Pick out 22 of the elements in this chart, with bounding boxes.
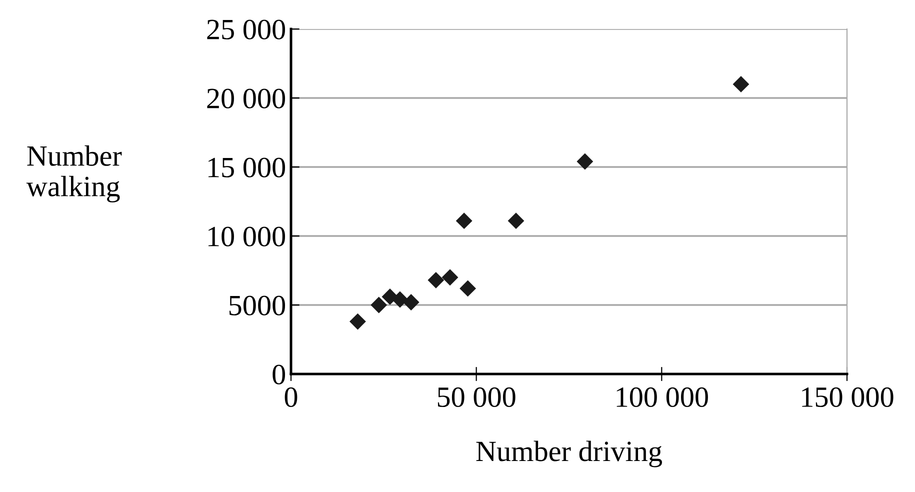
x-tick-label: 50 000 — [438, 387, 516, 408]
y-tick-label: 20 000 — [207, 88, 286, 108]
point — [402, 294, 420, 310]
point — [392, 291, 408, 308]
point — [456, 212, 472, 230]
y-tick-label: 15 000 — [208, 158, 286, 178]
point — [350, 313, 366, 330]
x-tick-label: 100 000 — [616, 387, 708, 408]
y-tick-label: 10 000 — [208, 226, 286, 246]
point — [732, 76, 750, 92]
y-tick-label: 25 000 — [207, 20, 286, 40]
x-axis-title: Number driving — [476, 440, 662, 468]
point — [370, 296, 388, 314]
point — [508, 212, 524, 230]
point — [460, 280, 476, 297]
y-axis-title: Number walking — [26, 145, 122, 202]
y-tick-label: 5000 — [230, 296, 286, 316]
point — [428, 272, 444, 288]
point — [442, 269, 458, 286]
x-tick-label: 150 000 — [802, 387, 894, 408]
y-tick-label: 0 — [272, 364, 286, 384]
point — [576, 153, 594, 170]
